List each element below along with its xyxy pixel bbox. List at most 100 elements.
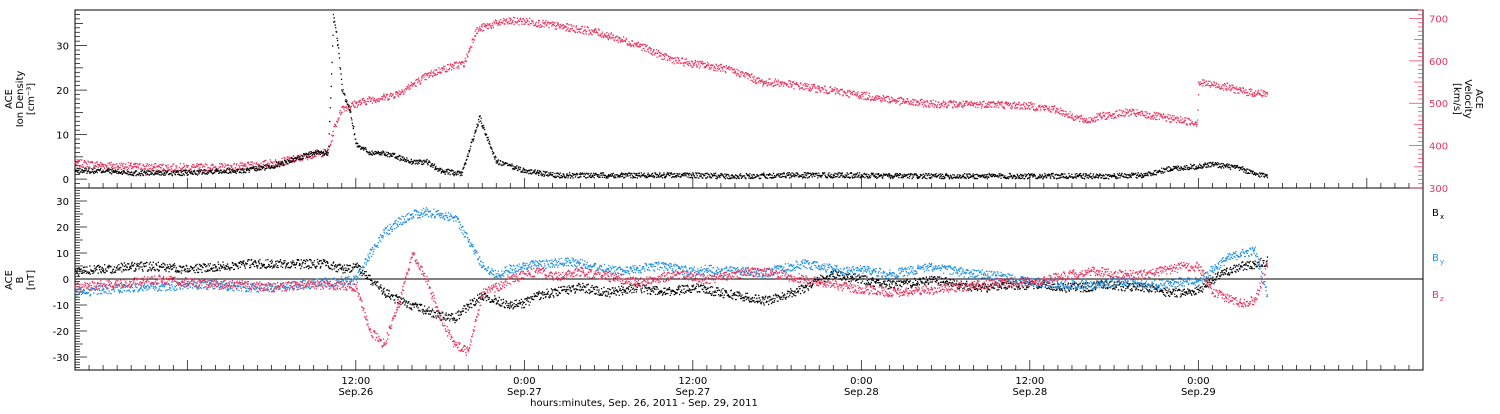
b-tick-label: 10 bbox=[56, 249, 69, 260]
density-series-point bbox=[130, 171, 132, 173]
velocity-series-point bbox=[425, 75, 427, 77]
velocity-series-point bbox=[130, 165, 132, 167]
bz-series-point bbox=[214, 283, 216, 285]
by-series-point bbox=[720, 270, 722, 272]
by-series-point bbox=[916, 268, 919, 270]
x-tick-label-date: Sep.29 bbox=[1181, 387, 1216, 398]
velocity-series-point bbox=[1029, 104, 1031, 106]
x-tick-label-date: Sep.27 bbox=[675, 387, 710, 398]
density-series-points bbox=[75, 17, 1269, 180]
velocity-series-point bbox=[790, 83, 792, 85]
bx-series-point bbox=[299, 262, 301, 264]
density-series-point bbox=[478, 116, 480, 118]
by-series-point bbox=[411, 213, 413, 215]
bz-series-point bbox=[636, 281, 638, 283]
bz-series-point bbox=[565, 273, 568, 275]
bx-series-point bbox=[622, 288, 624, 290]
bx-series-point bbox=[973, 286, 975, 288]
bx-series-point bbox=[888, 283, 890, 285]
bz-series-point bbox=[481, 291, 483, 293]
density-series-point bbox=[804, 174, 806, 176]
bx-series-point bbox=[776, 296, 778, 298]
bx-series-point bbox=[804, 286, 806, 288]
by-series-point bbox=[762, 273, 764, 275]
bx-series-point bbox=[425, 309, 427, 311]
density-series-point bbox=[158, 171, 160, 173]
density-series-point bbox=[242, 169, 245, 171]
b-axis-title-line: [nT] bbox=[26, 270, 37, 290]
by-series-point bbox=[608, 268, 610, 270]
by-series-point bbox=[565, 260, 568, 262]
bx-series-point bbox=[748, 296, 750, 298]
bz-series-point bbox=[888, 291, 890, 293]
by-series-point bbox=[874, 270, 876, 272]
x-tick-label-time: 0:00 bbox=[850, 376, 872, 387]
by-series-point bbox=[481, 265, 483, 267]
by-series-point bbox=[1266, 294, 1268, 296]
density-series-point bbox=[383, 151, 385, 153]
velocity-series-point bbox=[537, 22, 539, 24]
bz-series-point bbox=[622, 278, 624, 280]
bz-series-point bbox=[1113, 273, 1115, 275]
bz-series-point bbox=[790, 275, 792, 277]
bz-series-point bbox=[987, 283, 989, 285]
b-tick-label: 0 bbox=[63, 275, 69, 286]
velocity-series-point bbox=[916, 101, 919, 103]
bz-series-point bbox=[467, 351, 469, 353]
legend-label-bz-base: B bbox=[1432, 290, 1439, 301]
velocity-series-point bbox=[481, 26, 483, 28]
bz-series-point bbox=[762, 270, 764, 272]
density-axis-title-line: Ion Density bbox=[15, 71, 26, 128]
by-series-point bbox=[523, 265, 525, 267]
velocity-series-point bbox=[1211, 83, 1213, 85]
by-series-point bbox=[467, 239, 469, 241]
bx-series-point bbox=[411, 304, 413, 306]
plot-frame bbox=[74, 9, 1424, 371]
bx-series-point bbox=[579, 286, 582, 288]
bx-series-point bbox=[495, 299, 497, 301]
bz-series-point bbox=[650, 278, 652, 280]
bx-series-point bbox=[1211, 278, 1213, 280]
by-series-point bbox=[692, 270, 694, 272]
velocity-series-point bbox=[1015, 104, 1017, 106]
velocity-series-point bbox=[776, 81, 778, 83]
bz-series-point bbox=[1043, 278, 1045, 280]
bx-series-point bbox=[945, 281, 947, 283]
bz-series-point bbox=[916, 288, 919, 290]
velocity-series-point bbox=[860, 94, 862, 96]
by-series-point bbox=[636, 268, 638, 270]
bx-series-point bbox=[1113, 283, 1115, 285]
by-series-point bbox=[158, 286, 160, 288]
by-series-point bbox=[1225, 257, 1227, 259]
density-series-point bbox=[860, 174, 862, 176]
velocity-series-point bbox=[271, 162, 273, 164]
density-series-point bbox=[1211, 162, 1213, 165]
by-series-point bbox=[1141, 283, 1143, 285]
density-series-point bbox=[186, 171, 188, 173]
bz-series-point bbox=[860, 288, 862, 290]
velocity-series-point bbox=[636, 43, 638, 45]
b-axis-title-line: B bbox=[15, 276, 26, 283]
bz-series-point bbox=[1029, 281, 1031, 283]
density-series-point bbox=[509, 165, 511, 167]
density-series-point bbox=[1029, 174, 1031, 177]
density-series-point bbox=[748, 174, 750, 177]
density-series-point bbox=[945, 174, 947, 177]
velocity-tick-label: 600 bbox=[1429, 57, 1448, 68]
by-series-point bbox=[959, 270, 961, 272]
velocity-series-point bbox=[1266, 92, 1268, 94]
velocity-series-point bbox=[959, 103, 961, 105]
velocity-series-point bbox=[411, 83, 413, 85]
bz-series-point bbox=[158, 278, 160, 280]
bz-series-point bbox=[692, 275, 694, 277]
by-series-point bbox=[1211, 268, 1213, 270]
by-series-point bbox=[1001, 275, 1003, 277]
velocity-axis-title-line: Velocity bbox=[1462, 79, 1473, 118]
by-series-point bbox=[945, 268, 947, 270]
velocity-series-point bbox=[973, 103, 975, 105]
density-series-point bbox=[636, 174, 638, 176]
bz-series-point bbox=[579, 270, 582, 272]
b-tick-label: 30 bbox=[56, 197, 69, 208]
density-series-point bbox=[692, 174, 694, 176]
